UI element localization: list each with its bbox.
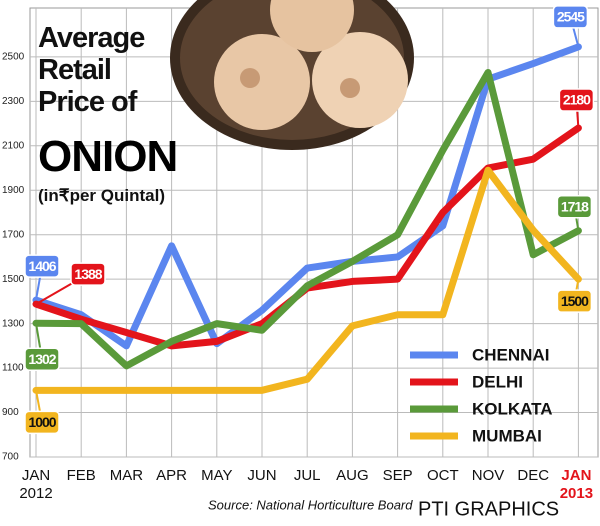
x-tick-label: JAN (22, 467, 50, 484)
series-line (32, 68, 582, 370)
value-label: 1302 (28, 351, 56, 367)
x-tick-label: NOV (472, 467, 505, 484)
label-box (552, 5, 589, 29)
legend-label: MUMBAI (472, 426, 542, 445)
y-tick-label: 1100 (2, 363, 24, 374)
x-tick-label: MAY (201, 467, 232, 484)
label-box (24, 254, 60, 278)
x-tick-label: SEP (383, 467, 413, 484)
value-label: 1000 (28, 414, 56, 430)
y-tick-label: 1300 (2, 318, 25, 329)
credit: PTI GRAPHICS (418, 498, 559, 520)
x-tick-label: MAR (110, 467, 144, 484)
series-line (32, 166, 582, 394)
x-tick-label: OCT (427, 467, 459, 484)
value-label: 1388 (74, 266, 102, 282)
y-tick-label: 1700 (2, 229, 25, 240)
label-box (70, 262, 106, 286)
label-box (556, 194, 593, 219)
chart-subtitle: (in₹per Quintal) (38, 186, 165, 205)
value-label: 2180 (563, 92, 591, 108)
value-label: 1500 (561, 293, 589, 309)
x-tick-label: JAN (561, 467, 591, 484)
x-tick-label: AUG (336, 467, 369, 484)
y-tick-label: 900 (2, 407, 19, 418)
lines (32, 43, 582, 394)
x-tick-label: FEB (67, 467, 96, 484)
legend-label: CHENNAI (472, 345, 549, 364)
onion-photo (170, 0, 414, 150)
label-box (24, 347, 60, 371)
label-box (556, 289, 593, 313)
legend-label: KOLKATA (472, 399, 553, 418)
value-label: 2545 (557, 9, 585, 25)
y-tick-label: 2500 (2, 52, 25, 63)
chart-title-emphasis: ONION (38, 132, 178, 181)
x-year-label: 2012 (19, 485, 52, 502)
y-tick-label: 2300 (2, 96, 25, 107)
y-tick-label: 1900 (2, 185, 25, 196)
label-box (24, 410, 60, 435)
x-year-label: 2013 (560, 485, 593, 502)
legend: CHENNAI DELHI KOLKATA MUMBAI (410, 345, 553, 445)
value-labels: 1406 2545 1388 2180 1302 1718 1000 1500 (24, 5, 595, 435)
y-tick-label: 1500 (2, 274, 25, 285)
source: Source: National Horticulture Board (208, 497, 413, 512)
grid: 700 900 1100 1300 1500 1700 1900 2100 2300 2500 JA… (2, 7, 599, 502)
value-label: 1718 (561, 198, 589, 214)
x-tick-label: JUN (247, 467, 276, 484)
x-tick-label: DEC (517, 467, 549, 484)
y-tick-label: 700 (2, 452, 19, 463)
legend-label: DELHI (472, 372, 523, 391)
chart-title: Average Retail Price of (38, 22, 145, 118)
value-label: 1406 (28, 258, 56, 274)
x-tick-label: JUL (294, 467, 321, 484)
y-tick-label: 2100 (2, 140, 25, 151)
label-box (558, 88, 595, 112)
x-tick-label: APR (156, 467, 187, 484)
